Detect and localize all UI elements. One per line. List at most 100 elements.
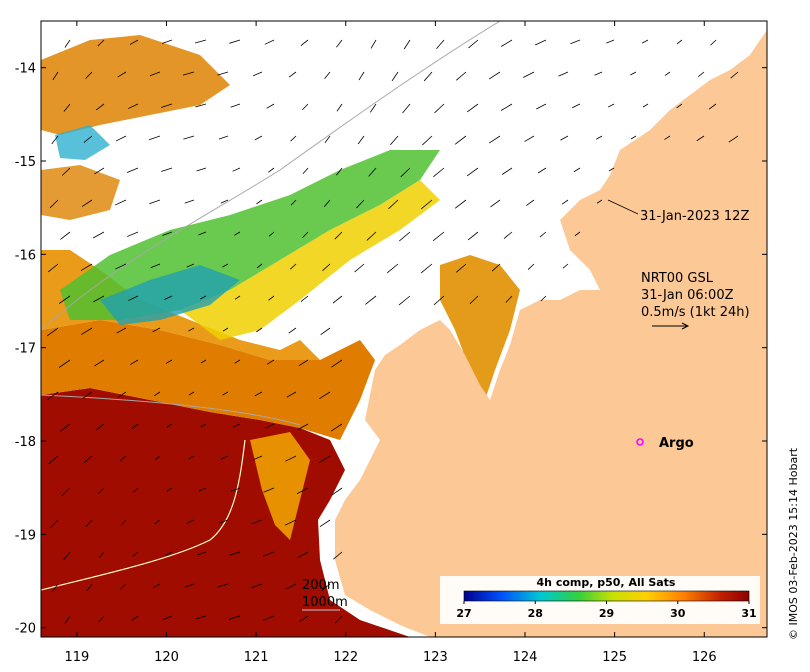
current-vector: [163, 615, 173, 620]
current-vector: [256, 199, 263, 205]
current-vector: [222, 263, 229, 268]
current-vector: [607, 103, 615, 108]
current-vector: [120, 519, 127, 526]
current-vector: [231, 487, 241, 492]
current-vector: [365, 295, 377, 305]
current-vector: [59, 423, 71, 432]
current-vector: [160, 103, 173, 108]
current-vector: [300, 295, 309, 303]
current-vector: [299, 615, 309, 623]
current-vector: [194, 39, 207, 44]
current-vector: [58, 359, 71, 368]
current-scale-label: 0.5m/s (1kt 24h): [641, 305, 750, 320]
colorbar-tick-label: 30: [670, 607, 686, 620]
current-vector: [420, 263, 433, 274]
current-vector: [288, 327, 297, 334]
current-vector: [331, 359, 343, 368]
current-vector: [117, 71, 127, 78]
current-vector: [58, 295, 71, 304]
lon-tick-label: 125: [602, 650, 627, 665]
current-vector: [298, 359, 309, 367]
current-vector: [422, 135, 433, 146]
current-vector: [154, 455, 161, 461]
current-vector: [82, 391, 93, 399]
current-vector: [116, 327, 127, 334]
current-vector: [252, 455, 263, 461]
current-vector: [467, 231, 479, 241]
current-vector: [398, 295, 411, 306]
current-vector: [390, 135, 399, 146]
current-vector: [540, 295, 547, 302]
current-vector: [290, 135, 297, 142]
current-vector: [154, 391, 161, 397]
current-vector: [256, 327, 263, 333]
current-vector: [115, 263, 127, 270]
current-vector: [152, 583, 161, 589]
current-vector: [166, 423, 173, 428]
current-vector: [81, 199, 93, 207]
current-vector: [537, 167, 547, 174]
sst-coastal-orange: [250, 432, 310, 540]
current-vector: [356, 199, 365, 209]
current-vector: [98, 615, 105, 623]
current-vector: [466, 167, 479, 177]
current-vector: [85, 71, 93, 79]
current-vector: [188, 455, 195, 460]
current-vector: [664, 71, 671, 76]
current-vector: [49, 519, 59, 529]
current-vector: [86, 583, 93, 591]
current-vector: [368, 167, 377, 177]
current-vector: [526, 199, 535, 206]
current-vector: [608, 167, 615, 172]
current-vector: [128, 295, 139, 301]
sst-nw-teal: [55, 125, 110, 160]
current-vector: [358, 71, 365, 81]
current-vector: [254, 135, 263, 141]
current-vector: [222, 327, 229, 332]
current-vector: [232, 423, 241, 428]
current-vector: [490, 199, 501, 208]
current-vector: [594, 71, 603, 76]
current-vector: [297, 423, 309, 431]
current-vector: [230, 103, 241, 108]
current-vector: [130, 359, 139, 365]
current-vector: [286, 391, 297, 398]
current-vector: [573, 167, 581, 173]
current-vector: [454, 135, 467, 145]
current-vector: [256, 263, 263, 269]
current-vector: [664, 135, 671, 140]
current-vector: [366, 231, 377, 241]
current-vector: [114, 199, 127, 206]
current-vector: [596, 135, 603, 140]
current-vector: [149, 199, 161, 205]
sst-nw-patch-2: [41, 165, 120, 220]
current-vector: [423, 71, 433, 82]
current-vector: [436, 39, 445, 50]
current-vector: [302, 103, 309, 111]
current-vector: [534, 39, 547, 46]
current-vector: [433, 167, 445, 178]
current-vector: [268, 167, 275, 173]
current-vector: [264, 423, 275, 429]
current-vector: [432, 231, 445, 242]
current-vector: [49, 199, 59, 209]
current-vector: [132, 551, 139, 557]
current-vector: [433, 295, 445, 306]
current-vector: [562, 263, 569, 269]
current-vector: [302, 231, 309, 239]
lon-tick-label: 121: [244, 650, 269, 665]
current-vector: [319, 391, 331, 400]
current-vector: [83, 135, 93, 143]
current-vector: [154, 519, 161, 525]
current-vector: [698, 71, 705, 78]
current-vector: [92, 295, 105, 303]
current-vector: [186, 519, 195, 524]
current-vector: [63, 551, 71, 560]
current-vector: [488, 71, 501, 80]
current-vector: [266, 359, 275, 365]
current-vector: [46, 391, 59, 401]
current-vector: [332, 295, 343, 304]
current-vector: [152, 327, 161, 333]
current-vector: [488, 135, 501, 144]
current-vector: [268, 231, 275, 237]
